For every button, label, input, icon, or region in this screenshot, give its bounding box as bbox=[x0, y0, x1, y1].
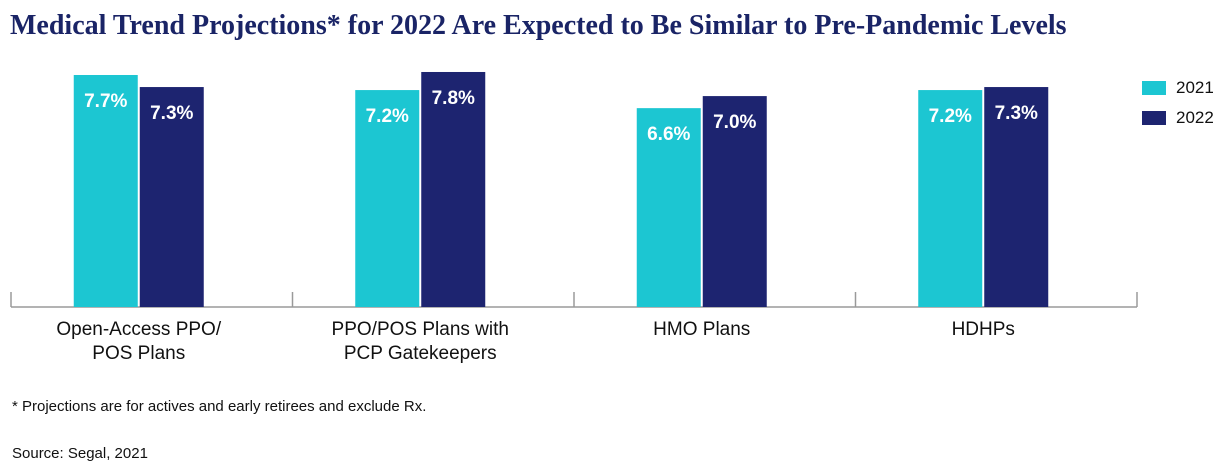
x-tick-label-line: PPO/POS Plans with bbox=[331, 319, 509, 340]
bar-data-label: 7.3% bbox=[150, 103, 193, 124]
legend-swatch-2021 bbox=[1142, 81, 1166, 95]
x-tick-label-line: POS Plans bbox=[92, 343, 186, 364]
bar-2021-2 bbox=[636, 108, 701, 307]
bar-data-label: 7.3% bbox=[995, 103, 1038, 124]
bar-2021-1 bbox=[355, 90, 420, 308]
bar-data-label: 7.2% bbox=[929, 106, 972, 127]
bar-2021-0 bbox=[73, 74, 138, 308]
x-tick-label: HMO Plans bbox=[567, 318, 837, 342]
x-tick-label-line: Open-Access PPO/ bbox=[56, 319, 222, 340]
x-tick-label: PPO/POS Plans with PCP Gatekeepers bbox=[285, 318, 555, 366]
bar-data-label: 7.8% bbox=[432, 88, 475, 109]
x-tick-label-line: PCP Gatekeepers bbox=[343, 343, 497, 364]
legend-label-2022: 2022 bbox=[1176, 108, 1214, 127]
x-tick-label-line: HMO Plans bbox=[653, 319, 751, 340]
bar-data-label: 6.6% bbox=[647, 124, 690, 145]
x-tick-label: HDHPs bbox=[848, 318, 1118, 342]
footnote: * Projections are for actives and early … bbox=[12, 398, 427, 415]
bar-2022-0 bbox=[139, 87, 204, 308]
bar-2021-3 bbox=[918, 90, 983, 308]
x-tick-label: Open-Access PPO/POS Plans bbox=[4, 318, 274, 366]
bar-data-label: 7.7% bbox=[84, 91, 127, 112]
bar-2022-3 bbox=[984, 87, 1049, 308]
bar-2022-1 bbox=[421, 71, 486, 308]
bar-data-label: 7.2% bbox=[366, 106, 409, 127]
bar-data-label: 7.0% bbox=[713, 112, 756, 133]
chart-title: Medical Trend Projections* for 2022 Are … bbox=[10, 10, 1067, 41]
x-tick-label-line: HDHPs bbox=[951, 319, 1015, 340]
legend-item-2021: 2021 bbox=[1142, 78, 1214, 98]
legend-label-2021: 2021 bbox=[1176, 78, 1214, 97]
source-note: Source: Segal, 2021 bbox=[12, 445, 148, 462]
bar-2022-2 bbox=[702, 96, 767, 307]
legend-item-2022: 2022 bbox=[1142, 108, 1214, 128]
legend-swatch-2022 bbox=[1142, 111, 1166, 125]
